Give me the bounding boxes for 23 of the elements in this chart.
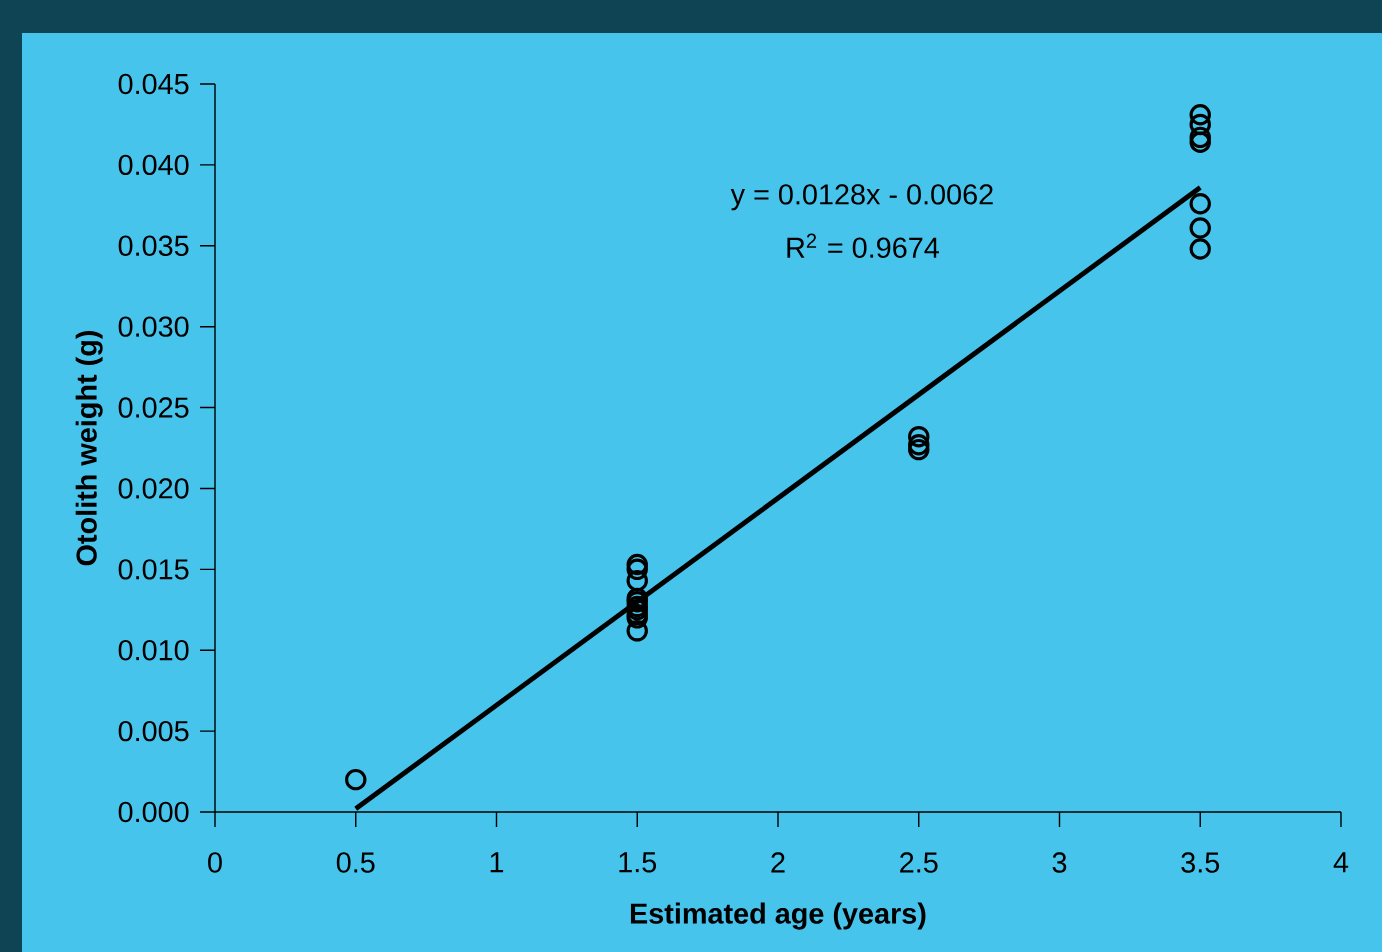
y-tick-label: 0.015 bbox=[118, 559, 189, 580]
x-axis-title: Estimated age (years) bbox=[630, 902, 926, 930]
y-tick-label: 0.020 bbox=[118, 478, 189, 499]
annotation: R$^{2}$ = 0.9674 bbox=[787, 233, 939, 258]
x-tick-label: 3.5 bbox=[1181, 852, 1220, 873]
x-tick-label: 0.5 bbox=[336, 852, 375, 873]
y-tick-label: 0.010 bbox=[118, 640, 189, 661]
x-tick-label: 4 bbox=[1333, 852, 1349, 873]
annotation: y = 0.0128x - 0.0062 bbox=[730, 184, 993, 211]
x-tick-label: 0 bbox=[208, 852, 222, 873]
x-tick-label: 1.5 bbox=[619, 852, 657, 873]
y-tick-label: 0.045 bbox=[118, 73, 189, 95]
x-tick-label: 2 bbox=[771, 852, 785, 873]
x-tick-label: 1 bbox=[490, 852, 504, 873]
y-axis-title: Otolith weight (g) bbox=[75, 330, 103, 566]
y-tick-label: 0.030 bbox=[118, 316, 189, 337]
y-tick-label: 0.005 bbox=[118, 720, 189, 742]
y-tick-label: 0.040 bbox=[118, 154, 189, 176]
x-tick-label: 3 bbox=[1052, 852, 1067, 873]
y-tick-label: 0.000 bbox=[118, 801, 189, 823]
y-tick-label: 0.025 bbox=[118, 397, 189, 418]
x-tick-label: 2.5 bbox=[900, 852, 938, 873]
y-tick-label: 0.035 bbox=[118, 235, 189, 256]
